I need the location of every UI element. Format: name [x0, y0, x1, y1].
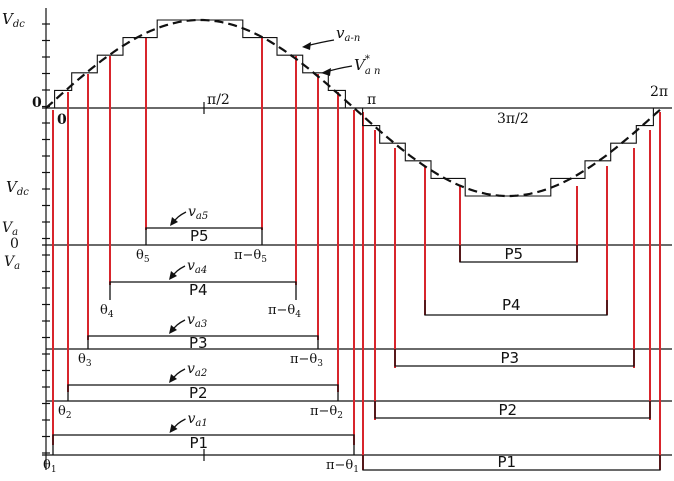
angle-pi-half: π/2	[207, 92, 230, 108]
axis-labels: Vdc 0 Vdc Va 0 Va	[2, 10, 42, 272]
pi-minus-theta-label-p4: π−θ4	[268, 303, 301, 320]
pi-minus-theta-label-p1: π−θ1	[326, 458, 359, 475]
pulse-label-p5: P5	[190, 227, 209, 245]
pulse-p2	[67, 384, 339, 401]
pi-minus-theta-label-p3: π−θ3	[290, 352, 323, 369]
pulse-p5	[145, 227, 263, 245]
pulse-label-p1-neg: P1	[498, 453, 517, 471]
reference-label: V* a n	[354, 54, 380, 77]
theta-label-p5: θ5	[136, 248, 150, 265]
pulse-p3	[87, 335, 319, 349]
waveform-labels: va-n V* a n	[302, 24, 380, 77]
curve-label-arrowhead	[169, 325, 177, 334]
sinusoidal-reference	[45, 18, 663, 198]
curve-label-arrowhead	[169, 374, 177, 383]
pulse-label-p4: P4	[189, 281, 208, 299]
va-axis-label-1: Va	[2, 220, 18, 238]
pulse-label-p3: P3	[189, 334, 208, 352]
theta-label-p4: θ4	[100, 303, 114, 320]
curve-label-p2: va2	[187, 361, 207, 379]
pulse-label-p2-neg: P2	[499, 401, 518, 419]
vdc-mid-label: Vdc	[6, 178, 29, 198]
pulse-p2-neg	[374, 401, 651, 419]
zero-mid-label: 0	[10, 236, 19, 252]
curve-label-arrowhead	[169, 424, 178, 433]
vdc-top-label: Vdc	[2, 10, 25, 30]
level-labels: P5 va5 θ5 π−θ5 P4 va4 θ4 π−θ4 P3 va3 θ3 π−θ3 P2 va2 θ2…	[43, 204, 523, 475]
pulse-p1-neg	[362, 455, 661, 471]
pulse-label-p3-neg: P3	[501, 349, 520, 367]
angle-labels: 0 π/2 π 3π/2 2π	[57, 84, 668, 128]
pulse-p1	[52, 434, 355, 455]
curve-label-p5: va5	[188, 204, 208, 222]
angle-two-pi: 2π	[650, 84, 668, 100]
staircase-label-arrowhead	[302, 42, 311, 50]
reference-label-arrowhead	[321, 68, 331, 76]
pi-minus-theta-label-p2: π−θ2	[310, 404, 343, 421]
pi-minus-theta-label-p5: π−θ5	[234, 248, 267, 265]
staircase-label: va-n	[336, 24, 360, 44]
staircase-waveform	[46, 19, 662, 197]
pulse-label-p2: P2	[189, 384, 208, 402]
curve-label-p1: va1	[188, 411, 208, 429]
curve-label-p4: va4	[187, 258, 207, 276]
pulse-label-p1: P1	[190, 434, 209, 452]
curve-label-p3: va3	[187, 312, 207, 330]
pulse-label-p5-neg: P5	[505, 245, 524, 263]
angle-pi: π	[367, 92, 376, 108]
pulse-label-p4-neg: P4	[502, 296, 521, 314]
pulse-p4	[109, 281, 297, 300]
theta-label-p2: θ2	[58, 404, 72, 421]
pulse-p3-neg	[394, 349, 635, 367]
va-axis-label-2: Va	[4, 254, 20, 272]
angle-three-pi-half: 3π/2	[497, 111, 529, 127]
pulse-p4-neg	[424, 300, 608, 316]
angle-zero: 0	[57, 112, 67, 128]
theta-label-p1: θ1	[43, 458, 57, 475]
level-pulses	[52, 227, 661, 471]
zero-top-label: 0	[32, 95, 42, 111]
switching-lines	[52, 38, 661, 470]
curve-label-arrowhead	[170, 217, 178, 226]
pulse-p5-neg	[459, 245, 578, 263]
theta-label-p3: θ3	[78, 352, 92, 369]
curve-label-arrowhead	[169, 271, 177, 280]
